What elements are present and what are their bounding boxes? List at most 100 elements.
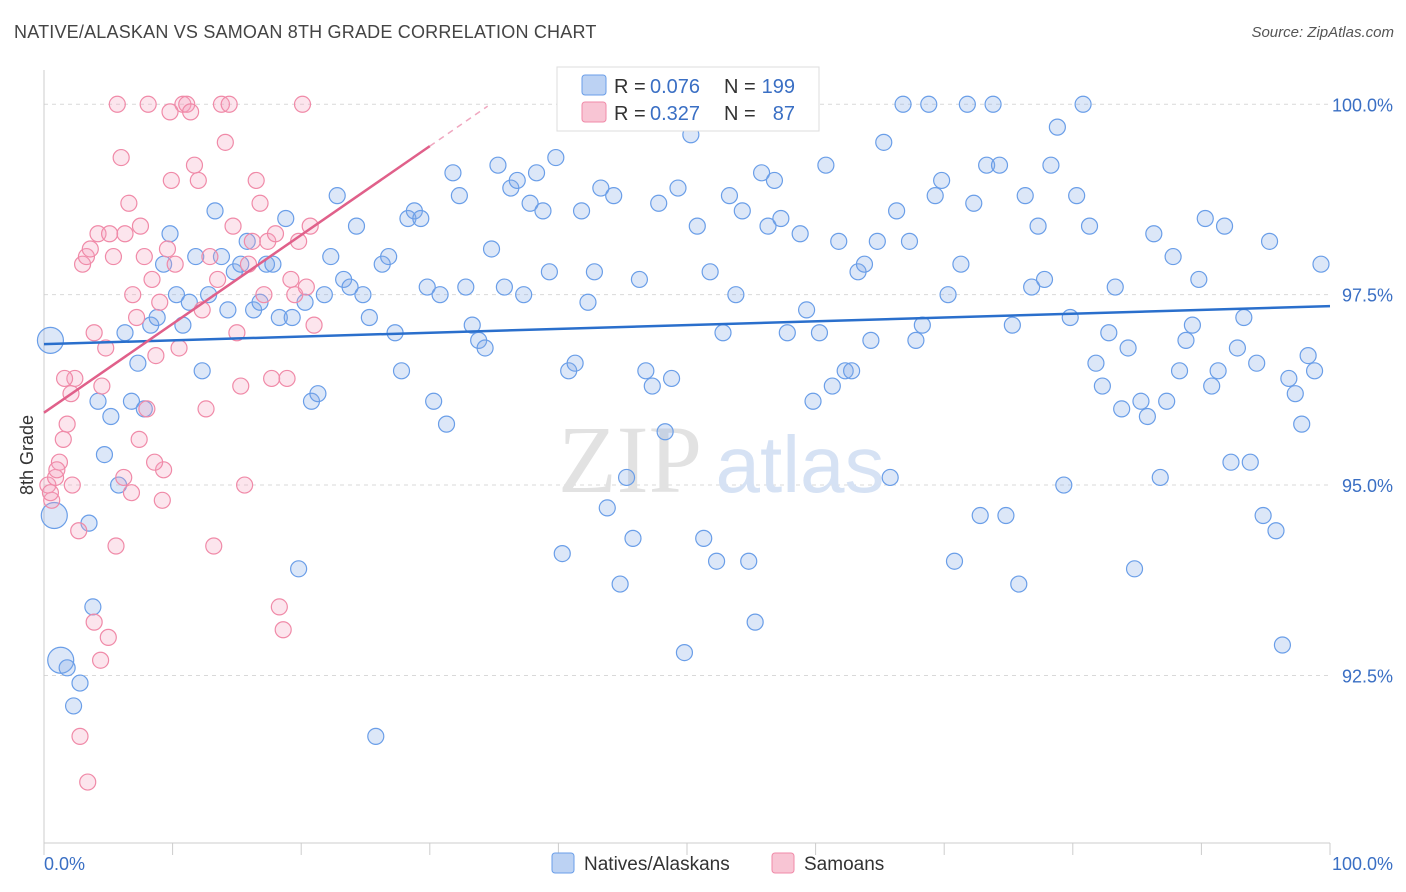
natives-point-111 bbox=[752, 164, 771, 182]
natives-point-107 bbox=[727, 286, 745, 304]
y-tick-label-1: 97.5% bbox=[1342, 286, 1393, 306]
natives-point-5 bbox=[71, 674, 89, 692]
samoans-point-83 bbox=[138, 400, 156, 418]
natives-point-22 bbox=[180, 293, 198, 311]
natives-point-143 bbox=[958, 95, 976, 113]
samoans-point-81 bbox=[122, 484, 141, 502]
series-natives-points bbox=[36, 95, 1330, 745]
samoans-point-51 bbox=[236, 476, 254, 494]
natives-point-3 bbox=[58, 659, 76, 677]
samoans-point-60 bbox=[270, 598, 288, 616]
natives-point-194 bbox=[1286, 385, 1304, 403]
bottom-legend-swatch-samoans bbox=[771, 852, 795, 874]
samoans-point-34 bbox=[170, 339, 188, 357]
natives-point-163 bbox=[1087, 354, 1105, 372]
natives-point-184 bbox=[1222, 453, 1240, 471]
natives-point-14 bbox=[129, 354, 147, 372]
watermark-zip: ZIP bbox=[558, 406, 702, 513]
natives-point-127 bbox=[855, 255, 874, 273]
samoans-point-53 bbox=[243, 232, 261, 250]
samoans-point-71 bbox=[48, 461, 66, 479]
natives-point-131 bbox=[881, 468, 899, 487]
samoans-point-20 bbox=[116, 225, 134, 243]
natives-point-192 bbox=[1273, 636, 1292, 654]
natives-point-20 bbox=[167, 286, 186, 304]
natives-point-74 bbox=[515, 286, 533, 304]
samoans-trend-extension bbox=[429, 105, 489, 147]
natives-point-4 bbox=[64, 697, 83, 715]
natives-point-44 bbox=[322, 247, 340, 266]
natives-point-173 bbox=[1151, 468, 1169, 487]
natives-point-153 bbox=[1023, 278, 1041, 296]
chart-title: NATIVE/ALASKAN VS SAMOAN 8TH GRADE CORRE… bbox=[14, 22, 597, 42]
natives-point-91 bbox=[624, 529, 642, 547]
natives-trend-line bbox=[43, 304, 1331, 346]
x-tick-label-left: 0.0% bbox=[44, 854, 85, 874]
natives-point-60 bbox=[425, 392, 443, 410]
samoans-point-19 bbox=[112, 148, 130, 167]
natives-point-73 bbox=[508, 171, 526, 190]
natives-point-134 bbox=[900, 232, 919, 250]
legend-r-label-samoans: R = bbox=[614, 103, 646, 125]
natives-point-109 bbox=[740, 552, 758, 570]
legend-r-natives: 0.076 bbox=[650, 76, 700, 98]
natives-point-1 bbox=[40, 501, 68, 530]
samoans-point-29 bbox=[151, 293, 169, 311]
natives-point-88 bbox=[605, 187, 623, 205]
natives-point-48 bbox=[347, 217, 366, 235]
bottom-legend-natives: Natives/Alaskans bbox=[584, 854, 730, 875]
natives-point-122 bbox=[823, 377, 841, 395]
samoans-point-85 bbox=[153, 491, 171, 509]
legend-n-natives: 199 bbox=[762, 76, 795, 98]
natives-point-68 bbox=[476, 339, 494, 357]
natives-point-135 bbox=[907, 331, 925, 349]
natives-point-86 bbox=[592, 179, 610, 197]
samoans-point-15 bbox=[97, 339, 115, 357]
samoans-point-14 bbox=[93, 377, 111, 395]
natives-point-133 bbox=[894, 95, 912, 113]
natives-point-157 bbox=[1048, 118, 1066, 136]
samoans-point-47 bbox=[220, 95, 238, 113]
source-credit: Source: ZipAtlas.com bbox=[1251, 24, 1394, 41]
legend-swatch-samoans bbox=[581, 101, 607, 123]
natives-point-146 bbox=[978, 156, 996, 174]
natives-point-104 bbox=[707, 552, 726, 570]
natives-point-55 bbox=[392, 362, 411, 380]
natives-point-65 bbox=[457, 278, 475, 296]
samoans-point-76 bbox=[85, 613, 103, 631]
natives-point-159 bbox=[1061, 308, 1079, 327]
natives-point-101 bbox=[688, 217, 706, 235]
natives-point-112 bbox=[759, 217, 777, 235]
samoans-point-62 bbox=[278, 369, 296, 388]
natives-point-38 bbox=[283, 308, 301, 327]
natives-point-31 bbox=[238, 232, 256, 250]
natives-point-43 bbox=[315, 286, 333, 304]
natives-point-80 bbox=[553, 545, 571, 563]
samoans-point-75 bbox=[79, 773, 97, 791]
legend-r-samoans: 0.327 bbox=[650, 103, 700, 125]
natives-point-26 bbox=[206, 202, 224, 220]
samoans-point-67 bbox=[297, 278, 315, 296]
natives-point-172 bbox=[1145, 225, 1163, 243]
natives-point-196 bbox=[1299, 346, 1317, 365]
samoans-point-41 bbox=[197, 400, 215, 418]
samoans-point-32 bbox=[162, 171, 180, 190]
natives-point-45 bbox=[328, 187, 346, 205]
series-samoans-points bbox=[39, 95, 323, 791]
natives-point-183 bbox=[1215, 217, 1234, 235]
natives-point-186 bbox=[1235, 308, 1253, 327]
natives-point-154 bbox=[1029, 217, 1047, 235]
natives-point-84 bbox=[579, 293, 597, 311]
natives-point-161 bbox=[1074, 95, 1092, 113]
natives-point-19 bbox=[161, 225, 179, 243]
natives-point-87 bbox=[598, 499, 616, 517]
samoans-point-61 bbox=[274, 621, 292, 639]
x-tick-label-right: 100.0% bbox=[1332, 854, 1393, 874]
samoans-point-21 bbox=[120, 194, 138, 212]
natives-point-63 bbox=[444, 164, 462, 182]
samoans-point-37 bbox=[182, 103, 200, 121]
watermark: ZIP atlas bbox=[558, 406, 884, 513]
natives-point-169 bbox=[1125, 560, 1144, 578]
natives-point-166 bbox=[1106, 278, 1124, 296]
natives-point-78 bbox=[540, 263, 558, 281]
